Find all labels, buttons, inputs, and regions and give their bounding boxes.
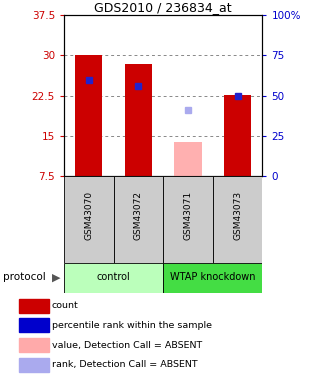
Bar bbox=[19, 298, 49, 313]
Bar bbox=[64, 176, 114, 262]
Text: WTAP knockdown: WTAP knockdown bbox=[170, 273, 256, 282]
Text: percentile rank within the sample: percentile rank within the sample bbox=[52, 321, 212, 330]
Bar bbox=[75, 55, 102, 176]
Text: rank, Detection Call = ABSENT: rank, Detection Call = ABSENT bbox=[52, 360, 197, 369]
Bar bbox=[125, 64, 152, 176]
Text: count: count bbox=[52, 301, 79, 310]
Text: control: control bbox=[97, 273, 131, 282]
Text: ▶: ▶ bbox=[52, 273, 60, 282]
Bar bbox=[224, 95, 251, 176]
Text: GSM43070: GSM43070 bbox=[84, 190, 93, 240]
Bar bbox=[163, 176, 213, 262]
Text: protocol: protocol bbox=[3, 273, 46, 282]
Bar bbox=[163, 262, 262, 292]
Text: value, Detection Call = ABSENT: value, Detection Call = ABSENT bbox=[52, 340, 202, 350]
Bar bbox=[64, 262, 163, 292]
Bar bbox=[19, 338, 49, 352]
Text: GSM43073: GSM43073 bbox=[233, 190, 242, 240]
Bar bbox=[19, 358, 49, 372]
Text: GSM43072: GSM43072 bbox=[134, 190, 143, 240]
Bar bbox=[19, 318, 49, 333]
Bar bbox=[114, 176, 163, 262]
Bar bbox=[213, 176, 262, 262]
Bar bbox=[174, 142, 202, 176]
Title: GDS2010 / 236834_at: GDS2010 / 236834_at bbox=[94, 1, 232, 14]
Text: GSM43071: GSM43071 bbox=[183, 190, 193, 240]
